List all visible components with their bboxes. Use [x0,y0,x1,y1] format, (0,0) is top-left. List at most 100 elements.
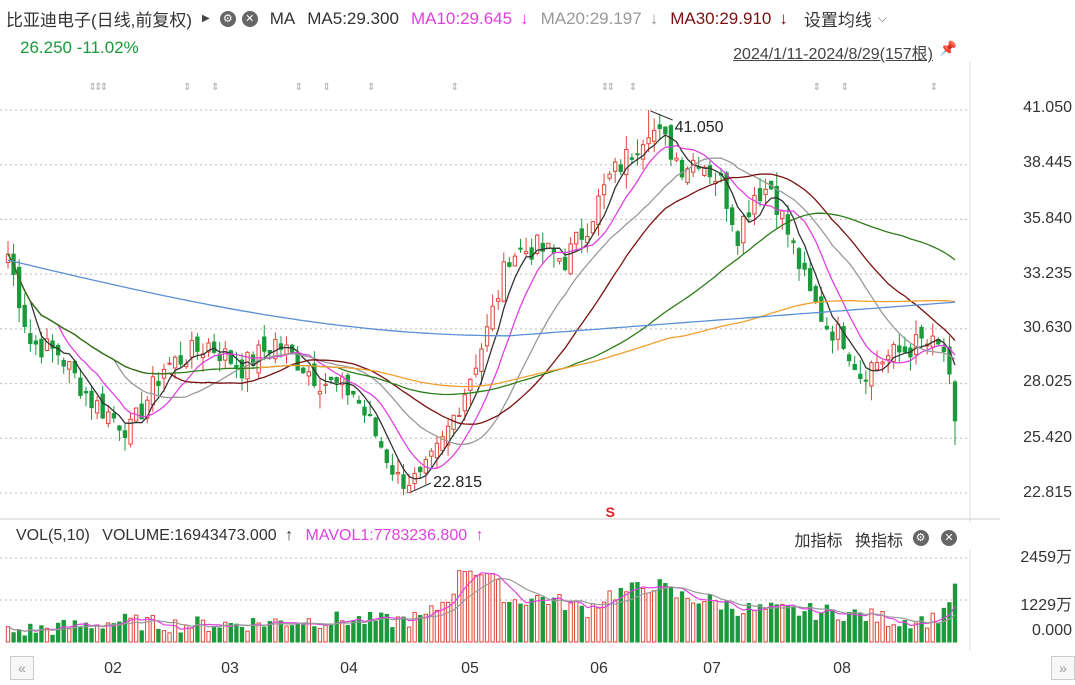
volume-bar [178,632,183,643]
volume-bar [11,632,16,643]
candle-body [880,361,885,365]
candle-body [440,436,445,452]
volume-bar [880,610,885,643]
volume-bar [340,620,345,643]
low-label: 22.815 [433,474,482,491]
price-tick: 30.630 [1023,319,1072,336]
volume-bar [156,628,161,643]
candle-body [429,450,434,457]
candle-body [195,336,200,352]
candle-body [395,471,401,475]
candle-body [952,381,958,422]
mavol-arrow-icon: ↑ [475,527,484,544]
candle-body [657,124,662,130]
volume-bar [952,583,958,643]
candle-body [674,157,679,161]
volume-bar [328,623,334,643]
volume-bar [295,622,300,643]
candle-body [891,343,896,362]
volume-bar [223,621,228,643]
add-indicator-button[interactable]: 加指标 [794,533,843,550]
candle-body [707,165,713,178]
ma10-value: MA10:29.645 [410,8,513,28]
candle-body [401,474,406,489]
volume-bar [707,594,713,643]
volume-toolbar: 加指标 换指标 [795,527,903,551]
volume-bar [111,623,117,643]
volume-chart[interactable] [0,550,1000,650]
volume-bar [440,601,445,643]
volume-bar [791,606,796,643]
chevron-down-icon[interactable]: ⌵ [877,11,887,25]
candle-body [117,425,122,431]
volume-bar [585,617,590,643]
candle-body [618,164,623,172]
price-tick: 28.025 [1023,373,1072,390]
candle-body [646,137,651,145]
gear-icon[interactable]: ⚙ [219,10,236,27]
volume-bar [234,623,239,643]
gear-icon[interactable]: ⚙ [912,529,929,546]
volume-bar [189,627,195,643]
candle-body [479,348,484,373]
close-icon[interactable]: ✕ [241,10,258,27]
ma5-value: MA5:29.300 [307,8,399,28]
volume-bar [807,603,813,643]
volume-bar [39,625,44,643]
volume-bar [373,620,378,643]
candle-body [763,188,768,195]
candle-body [379,441,384,448]
candle-body [863,379,869,382]
volume-bar [50,634,55,643]
candle-body [100,393,105,419]
switch-indicator-button[interactable]: 换指标 [854,533,903,550]
low-arrow [410,482,432,493]
scroll-left-button[interactable]: « [10,656,34,680]
price-tick: 22.815 [1023,484,1072,501]
close-icon[interactable]: ✕ [941,529,957,546]
volume-bar [891,624,896,643]
event-marker-icon: ⇕ [841,82,849,93]
candle-body [780,210,785,219]
candle-body [373,417,378,437]
volume-bar [601,601,607,643]
candle-body [178,355,183,365]
volume-bar [434,609,440,643]
expand-triangle-icon[interactable]: ▶ [202,13,210,24]
volume-bar [139,630,144,643]
indicator-name: MA [269,8,296,28]
candle-body [312,363,317,386]
date-range[interactable]: 2024/1/11-2024/8/29(157根) [733,46,933,63]
volume-bar [635,582,640,643]
candle-body [61,359,66,367]
candle-body [306,371,311,377]
volume-bar [724,600,729,643]
pin-icon[interactable]: 📌 [939,40,957,56]
event-marker-icon: ⇕ [601,82,609,93]
volume-bar [858,612,863,643]
event-marker-icon: ⇕ [211,82,219,93]
volume-icons: ⚙ ✕ [912,528,957,546]
volume-bar [824,604,830,643]
candle-body [819,296,824,322]
chart-header: 比亚迪电子(日线,前复权) ▶ ⚙ ✕ MA MA5:29.300 MA10:2… [0,0,1075,64]
ma5-line [7,134,956,480]
candle-body [278,343,284,350]
volume-bar [819,612,824,643]
volume-bar [924,627,930,643]
volume-bar [133,614,139,643]
scroll-right-button[interactable]: » [1051,656,1075,680]
volume-bar [239,626,245,643]
volume-bar [718,609,724,643]
volume-bar [496,578,501,643]
candle-body [540,242,545,252]
volume-bar [379,612,384,643]
x-tick: 04 [340,660,358,677]
volume-bar [752,609,757,643]
ma-settings-link[interactable]: 设置均线 [803,11,872,30]
stock-name[interactable]: 比亚迪电子(日线,前复权) [6,11,193,30]
event-marker-icon: ⇕ [295,82,303,93]
volume-bar [936,622,941,643]
volume-bar [774,604,779,643]
